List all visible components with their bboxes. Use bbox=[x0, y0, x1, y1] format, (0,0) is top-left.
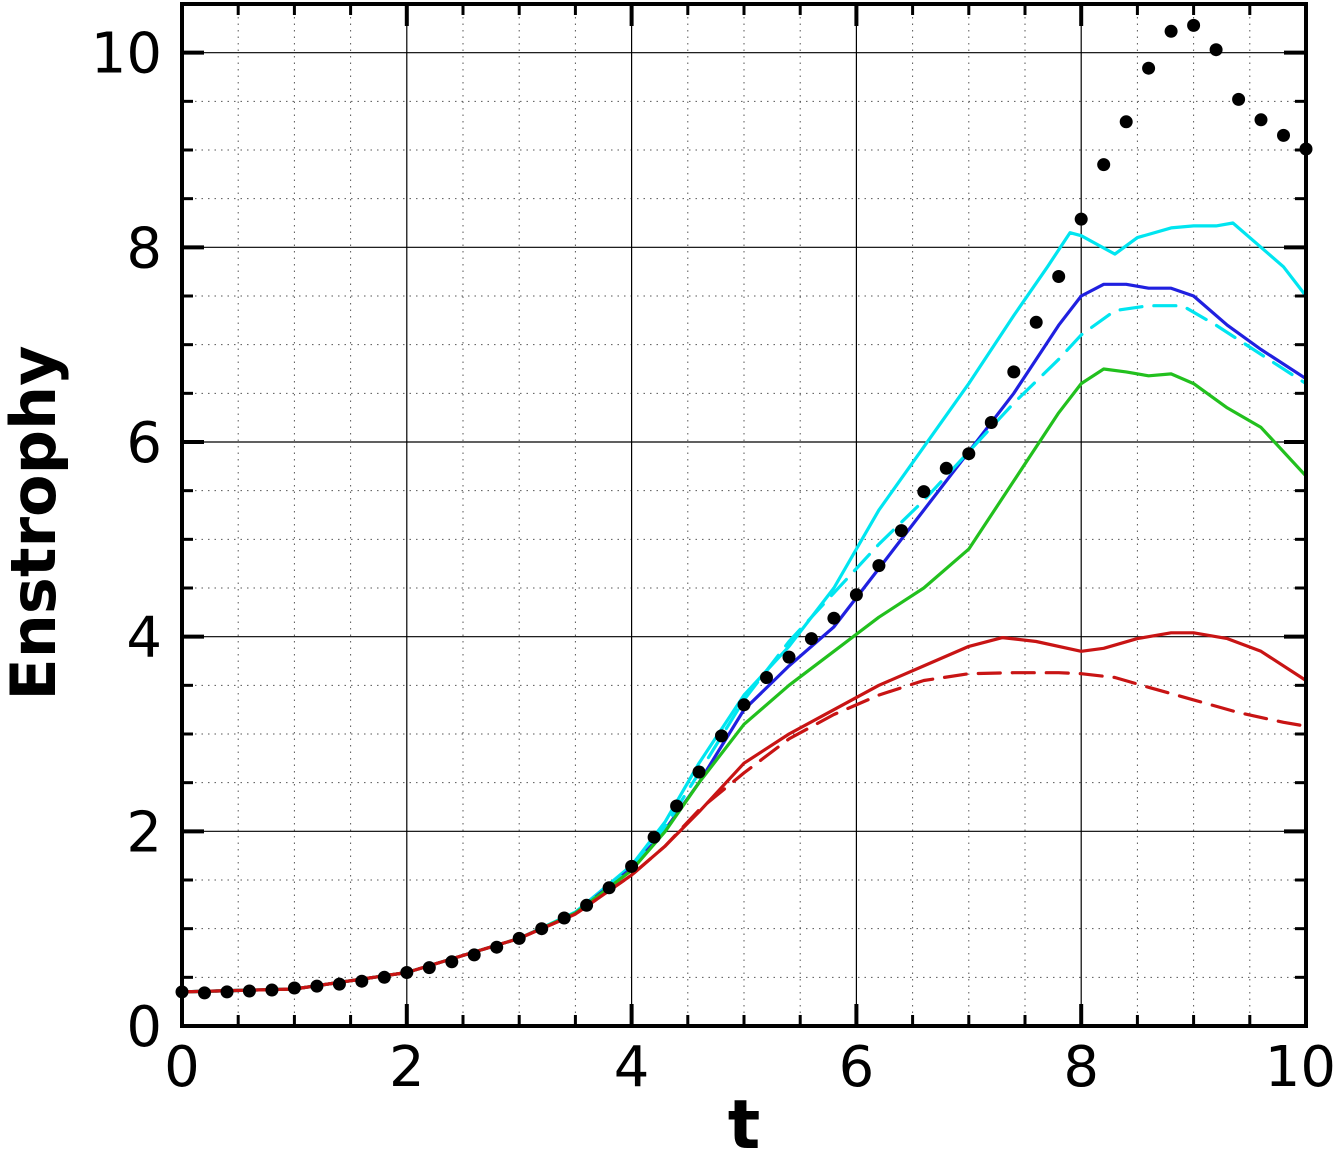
data-point bbox=[422, 961, 436, 975]
data-point bbox=[1074, 212, 1088, 226]
data-point bbox=[512, 931, 526, 945]
data-point bbox=[355, 974, 369, 988]
y-tick-label: 2 bbox=[126, 800, 162, 865]
x-tick-label: 6 bbox=[839, 1035, 875, 1100]
plot-frame bbox=[180, 2, 1308, 1028]
data-point bbox=[557, 911, 571, 925]
data-point bbox=[377, 970, 391, 984]
data-point bbox=[1142, 61, 1156, 75]
data-point bbox=[894, 524, 908, 538]
y-tick-label: 10 bbox=[91, 22, 162, 87]
data-point bbox=[827, 611, 841, 625]
data-point bbox=[1052, 270, 1066, 283]
data-point bbox=[580, 898, 594, 912]
data-point bbox=[602, 881, 616, 895]
data-point bbox=[1164, 24, 1178, 38]
data-point bbox=[917, 485, 931, 499]
data-point bbox=[1007, 365, 1021, 379]
data-point bbox=[1277, 128, 1290, 142]
data-point bbox=[332, 977, 346, 991]
data-point bbox=[400, 966, 414, 979]
x-tick-label: 0 bbox=[164, 1035, 200, 1100]
data-point bbox=[625, 859, 639, 873]
data-point bbox=[984, 416, 998, 429]
data-point bbox=[872, 559, 886, 573]
y-axis-title: Enstrophy bbox=[0, 345, 70, 700]
major-grid bbox=[182, 4, 1306, 1026]
data-point bbox=[198, 986, 211, 1000]
data-point bbox=[1097, 158, 1111, 172]
series-layer bbox=[175, 18, 1313, 1000]
data-point bbox=[715, 729, 728, 743]
data-point bbox=[782, 650, 796, 664]
data-point bbox=[1119, 115, 1133, 129]
x-tick-label: 10 bbox=[1265, 1035, 1336, 1100]
data-point bbox=[1209, 43, 1223, 57]
tick-marks bbox=[180, 2, 1308, 1028]
x-tick-label: 4 bbox=[614, 1035, 650, 1100]
data-point bbox=[265, 983, 279, 997]
data-point bbox=[692, 765, 706, 779]
y-tick-label: 6 bbox=[126, 411, 162, 476]
series-line bbox=[180, 221, 1308, 994]
x-axis-title: t bbox=[728, 1086, 761, 1154]
data-point bbox=[1029, 315, 1043, 329]
data-point bbox=[647, 830, 661, 844]
data-point bbox=[535, 922, 549, 936]
data-point bbox=[939, 461, 953, 475]
y-tick-label: 4 bbox=[126, 606, 162, 671]
x-tick-label: 8 bbox=[1063, 1035, 1099, 1100]
data-point bbox=[287, 981, 301, 995]
data-point bbox=[670, 799, 684, 813]
data-point bbox=[1254, 113, 1268, 127]
data-point bbox=[445, 955, 459, 969]
y-tick-label: 0 bbox=[126, 995, 162, 1060]
data-point bbox=[1232, 92, 1246, 106]
data-point bbox=[760, 671, 773, 684]
data-point bbox=[310, 979, 324, 993]
tick-labels: 0 2 4 6 8 10 0 2 4 6 8 10 bbox=[91, 22, 1336, 1100]
data-point bbox=[467, 948, 481, 962]
data-point bbox=[220, 985, 234, 999]
minor-grid bbox=[182, 4, 1306, 1026]
x-tick-label: 2 bbox=[389, 1035, 425, 1100]
data-point bbox=[242, 984, 256, 998]
data-point bbox=[1187, 18, 1201, 32]
data-point bbox=[490, 940, 504, 954]
data-point bbox=[737, 698, 751, 712]
series-line bbox=[180, 671, 1308, 994]
y-tick-label: 8 bbox=[126, 216, 162, 281]
data-point bbox=[849, 588, 863, 602]
data-point bbox=[804, 632, 818, 646]
data-point bbox=[962, 447, 976, 461]
